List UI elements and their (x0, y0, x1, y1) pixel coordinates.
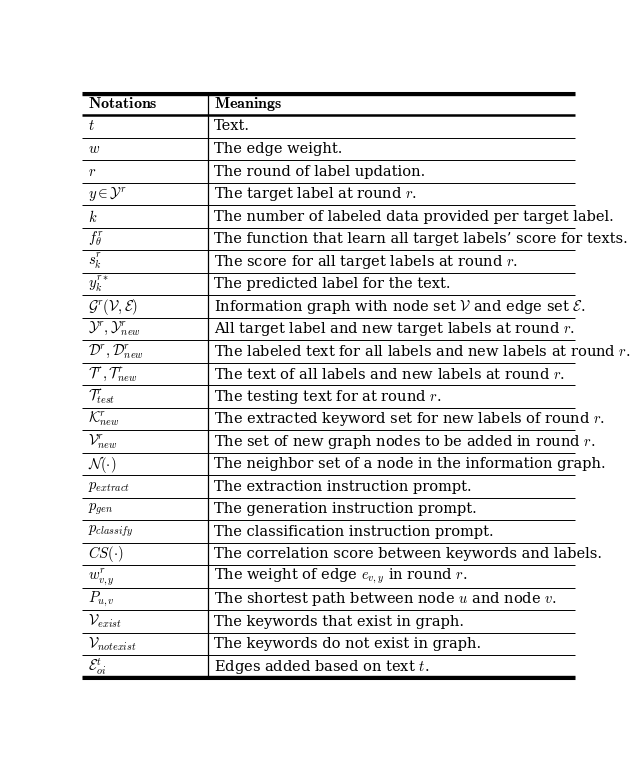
Text: $w$: $w$ (88, 142, 100, 156)
Text: The text of all labels and new labels at round $r$.: The text of all labels and new labels at… (214, 366, 565, 382)
Text: The keywords do not exist in graph.: The keywords do not exist in graph. (214, 637, 481, 651)
Text: The weight of edge $e_{v,y}$ in round $r$.: The weight of edge $e_{v,y}$ in round $r… (214, 567, 467, 586)
Text: The target label at round $r$.: The target label at round $r$. (214, 185, 417, 203)
Text: $CS(\cdot)$: $CS(\cdot)$ (88, 544, 124, 564)
Text: $y_k^{r*}$: $y_k^{r*}$ (88, 275, 109, 294)
Text: $\mathbf{Notations}$: $\mathbf{Notations}$ (88, 95, 158, 112)
Text: The classification instruction prompt.: The classification instruction prompt. (214, 525, 493, 539)
Text: The function that learn all target labels’ score for texts.: The function that learn all target label… (214, 232, 628, 246)
Text: $\mathcal{T}^r, \mathcal{T}_{new}^r$: $\mathcal{T}^r, \mathcal{T}_{new}^r$ (88, 365, 138, 384)
Text: $t$: $t$ (88, 120, 95, 134)
Text: $\mathcal{E}_{oi}^t$: $\mathcal{E}_{oi}^t$ (88, 656, 107, 677)
Text: $\mathcal{Y}^r, \mathcal{Y}_{new}^r$: $\mathcal{Y}^r, \mathcal{Y}_{new}^r$ (88, 320, 141, 338)
Text: Information graph with node set $\mathcal{V}$ and edge set $\mathcal{E}$.: Information graph with node set $\mathca… (214, 298, 586, 316)
Text: $\mathcal{V}_{new}^r$: $\mathcal{V}_{new}^r$ (88, 432, 118, 451)
Text: $\mathcal{V}_{notexist}$: $\mathcal{V}_{notexist}$ (88, 636, 137, 653)
Text: The correlation score between keywords and labels.: The correlation score between keywords a… (214, 547, 602, 561)
Text: The shortest path between node $u$ and node $v$.: The shortest path between node $u$ and n… (214, 590, 557, 608)
Text: $p_{classify}$: $p_{classify}$ (88, 524, 134, 539)
Text: The neighbor set of a node in the information graph.: The neighbor set of a node in the inform… (214, 457, 605, 471)
Text: $f_{\theta}^r$: $f_{\theta}^r$ (88, 230, 104, 249)
Text: $p_{gen}$: $p_{gen}$ (88, 501, 114, 517)
Text: The keywords that exist in graph.: The keywords that exist in graph. (214, 615, 464, 629)
Text: $P_{u,v}$: $P_{u,v}$ (88, 590, 115, 609)
Text: The extraction instruction prompt.: The extraction instruction prompt. (214, 480, 472, 494)
Text: $r$: $r$ (88, 165, 97, 179)
Text: The score for all target labels at round $r$.: The score for all target labels at round… (214, 253, 518, 271)
Text: The set of new graph nodes to be added in round $r$.: The set of new graph nodes to be added i… (214, 433, 596, 451)
Text: $\mathcal{D}^r, \mathcal{D}_{new}^r$: $\mathcal{D}^r, \mathcal{D}_{new}^r$ (88, 343, 144, 361)
Text: Edges added based on text $t$.: Edges added based on text $t$. (214, 658, 429, 676)
Text: Text.: Text. (214, 120, 250, 134)
Text: $k$: $k$ (88, 208, 98, 224)
Text: $\mathcal{T}_{test}^r$: $\mathcal{T}_{test}^r$ (88, 387, 116, 407)
Text: The round of label updation.: The round of label updation. (214, 165, 425, 179)
Text: $s_k^r$: $s_k^r$ (88, 252, 102, 271)
Text: $\mathcal{V}_{exist}$: $\mathcal{V}_{exist}$ (88, 613, 122, 630)
Text: $\mathcal{K}_{new}^r$: $\mathcal{K}_{new}^r$ (88, 410, 120, 429)
Text: $\mathcal{G}^r(\mathcal{V}, \mathcal{E})$: $\mathcal{G}^r(\mathcal{V}, \mathcal{E})… (88, 297, 138, 317)
Text: The testing text for at round $r$.: The testing text for at round $r$. (214, 388, 442, 406)
Text: The labeled text for all labels and new labels at round $r$.: The labeled text for all labels and new … (214, 344, 631, 359)
Text: $\mathbf{Meanings}$: $\mathbf{Meanings}$ (214, 95, 282, 113)
Text: $p_{extract}$: $p_{extract}$ (88, 480, 131, 494)
Text: The predicted label for the text.: The predicted label for the text. (214, 277, 451, 291)
Text: $\mathcal{N}(\cdot)$: $\mathcal{N}(\cdot)$ (88, 453, 116, 475)
Text: The extracted keyword set for new labels of round $r$.: The extracted keyword set for new labels… (214, 410, 605, 428)
Text: The number of labeled data provided per target label.: The number of labeled data provided per … (214, 210, 614, 224)
Text: All target label and new target labels at round $r$.: All target label and new target labels a… (214, 320, 575, 338)
Text: The generation instruction prompt.: The generation instruction prompt. (214, 502, 477, 516)
Text: $y \in \mathcal{Y}^r$: $y \in \mathcal{Y}^r$ (88, 185, 127, 203)
Text: The edge weight.: The edge weight. (214, 142, 342, 156)
Text: $w_{v,y}^r$: $w_{v,y}^r$ (88, 567, 115, 587)
